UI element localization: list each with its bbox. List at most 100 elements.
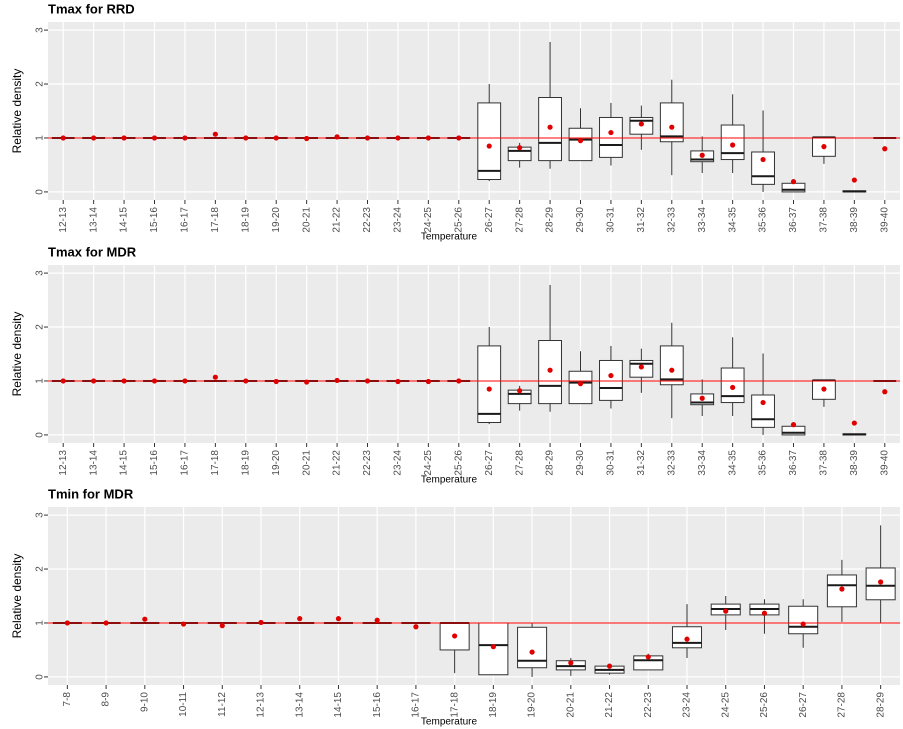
y-tick-label: 3 [35,27,46,33]
mean-point [304,379,310,385]
mean-point [121,135,127,141]
x-tick-label: 28-29 [545,207,556,233]
y-tick-label: 2 [35,566,46,572]
x-tick-label: 19-20 [527,692,538,718]
x-tick-label: 17-18 [210,207,221,233]
mean-point [374,617,380,623]
mean-point [180,621,187,627]
x-tick-label: 14-15 [119,207,130,233]
x-tick-label: 35-36 [758,450,769,476]
mean-point [878,579,884,585]
mean-point [103,620,109,626]
mean-point [851,420,857,426]
mean-point [142,616,148,622]
x-tick-label: 37-38 [819,450,830,476]
y-tick-label: 2 [35,81,46,87]
mean-point [334,134,340,140]
x-tick-label: 27-28 [837,692,848,718]
x-axis-title: Temperature [421,475,478,486]
mean-point [452,633,458,639]
x-tick-label: 10-11 [178,692,189,717]
x-tick-label: 12-13 [256,692,267,718]
mean-point [273,135,279,141]
x-tick-label: 33-34 [697,450,708,476]
x-tick-label: 29-30 [575,207,586,233]
mean-point [60,135,66,141]
x-tick-label: 31-32 [636,450,647,476]
box [720,124,745,161]
y-axis-title: Relative density [10,554,24,639]
mean-point [568,660,574,666]
mean-point [821,386,827,392]
x-tick-label: 25-26 [453,450,464,476]
x-axis-title: Temperature [421,232,478,243]
mean-point [882,389,888,395]
x-tick-label: 19-20 [271,207,282,233]
mean-point [723,608,729,614]
mean-point [334,377,340,384]
mean-point [790,422,797,428]
x-tick-label: 37-38 [819,207,830,233]
box [599,359,623,401]
x-tick-label: 15-16 [372,692,383,718]
mean-point [91,135,97,141]
x-tick-label: 28-29 [545,450,556,476]
x-tick-label: 36-37 [788,450,799,476]
x-tick-label: 34-35 [727,207,738,233]
x-tick-label: 36-37 [788,207,799,233]
x-tick-label: 38-39 [849,450,860,476]
x-tick-label: 30-31 [606,450,617,476]
x-tick-label: 38-39 [849,207,860,233]
y-tick-label: 1 [35,620,46,626]
y-tick-label: 3 [35,270,46,276]
mean-point [456,378,462,384]
mean-point [395,135,401,141]
x-tick-label: 24-25 [423,450,434,476]
y-axis-title: Relative density [10,69,24,154]
mean-point [638,121,644,127]
x-tick-label: 14-15 [119,450,130,476]
x-tick-label: 12-13 [58,450,69,476]
mean-point [297,616,303,622]
mean-point [669,367,675,373]
x-tick-label: 33-34 [697,207,708,233]
x-tick-label: 7-8 [62,692,73,707]
x-tick-label: 13-14 [294,692,305,718]
box [568,370,593,405]
mean-point [212,131,218,137]
box [477,345,502,424]
mean-point [490,644,496,650]
mean-point [839,586,845,592]
x-tick-label: 20-21 [301,450,312,476]
x-tick-label: 12-13 [58,207,69,233]
x-tick-label: 22-23 [643,692,654,718]
mean-point [60,378,66,384]
x-tick-label: 20-21 [301,207,312,233]
mean-point [760,399,766,406]
x-tick-label: 15-16 [149,450,160,476]
mean-point [91,378,97,384]
y-tick-label: 3 [35,512,46,518]
x-tick-label: 22-23 [362,207,373,233]
x-tick-label: 39-40 [879,450,890,476]
x-tick-label: 27-28 [514,450,525,476]
box [568,127,593,162]
chart-title: Tmax for RRD [48,1,135,16]
mean-point [699,152,705,158]
x-tick-label: 23-24 [682,692,693,718]
x-tick-label: 13-14 [88,450,99,476]
mean-point [669,124,675,130]
plot-background [48,507,900,685]
mean-point [577,138,584,144]
x-tick-label: 21-22 [604,692,615,718]
x-tick-label: 20-21 [565,692,576,718]
mean-point [486,143,492,149]
mean-point [425,135,431,141]
mean-point [304,135,310,142]
x-tick-label: 18-19 [488,692,499,718]
mean-point [699,395,705,401]
mean-point [425,378,431,385]
mean-point [547,367,553,373]
x-tick-label: 32-33 [666,450,677,476]
mean-point [486,386,492,392]
